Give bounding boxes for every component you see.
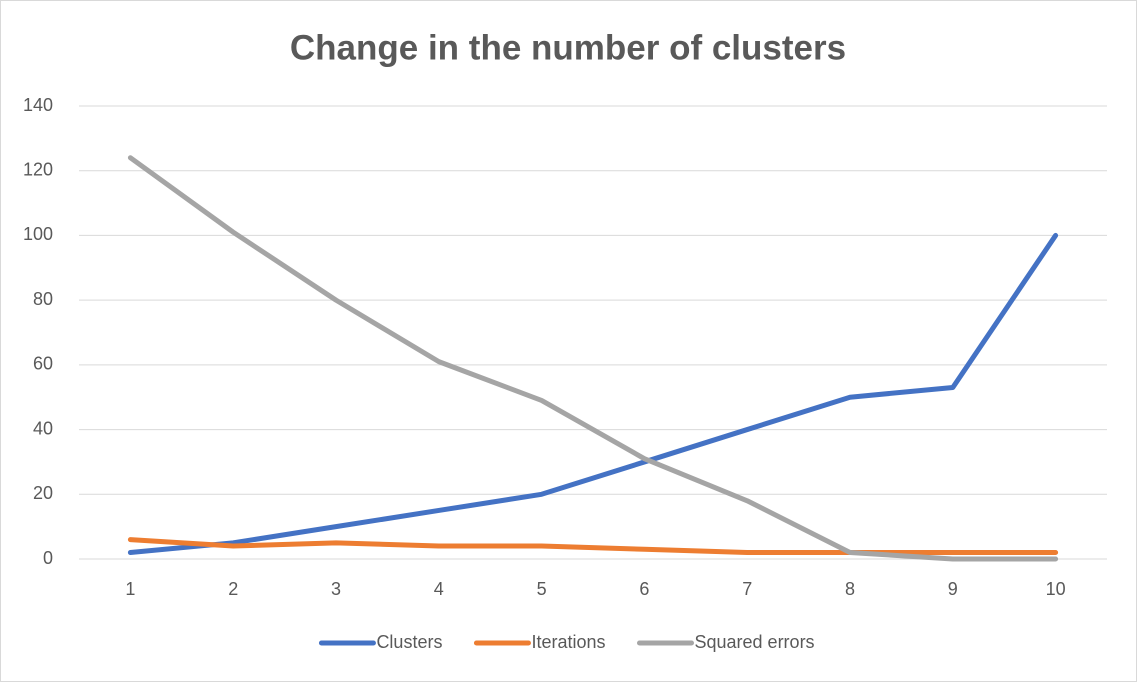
legend-label: Iterations	[531, 632, 605, 652]
x-tick-label: 2	[228, 579, 238, 599]
y-tick-label: 0	[43, 548, 53, 568]
x-tick-label: 8	[845, 579, 855, 599]
chart-title: Change in the number of clusters	[290, 28, 846, 67]
series-line	[127, 537, 1059, 556]
legend-label: Squared errors	[695, 632, 815, 652]
legend-label: Clusters	[376, 632, 442, 652]
x-tick-label: 5	[537, 579, 547, 599]
y-tick-label: 20	[33, 483, 53, 503]
x-tick-label: 1	[125, 579, 135, 599]
series-line	[127, 155, 1059, 562]
x-tick-label: 9	[948, 579, 958, 599]
x-tick-label: 10	[1046, 579, 1066, 599]
x-tick-label: 3	[331, 579, 341, 599]
y-tick-label: 60	[33, 354, 53, 374]
y-tick-label: 120	[23, 159, 53, 179]
series-line	[127, 232, 1059, 556]
y-tick-label: 40	[33, 418, 53, 438]
y-tick-label: 140	[23, 95, 53, 115]
y-tick-label: 100	[23, 224, 53, 244]
y-tick-label: 80	[33, 289, 53, 309]
x-tick-label: 7	[742, 579, 752, 599]
x-tick-label: 4	[434, 579, 444, 599]
x-tick-label: 6	[639, 579, 649, 599]
